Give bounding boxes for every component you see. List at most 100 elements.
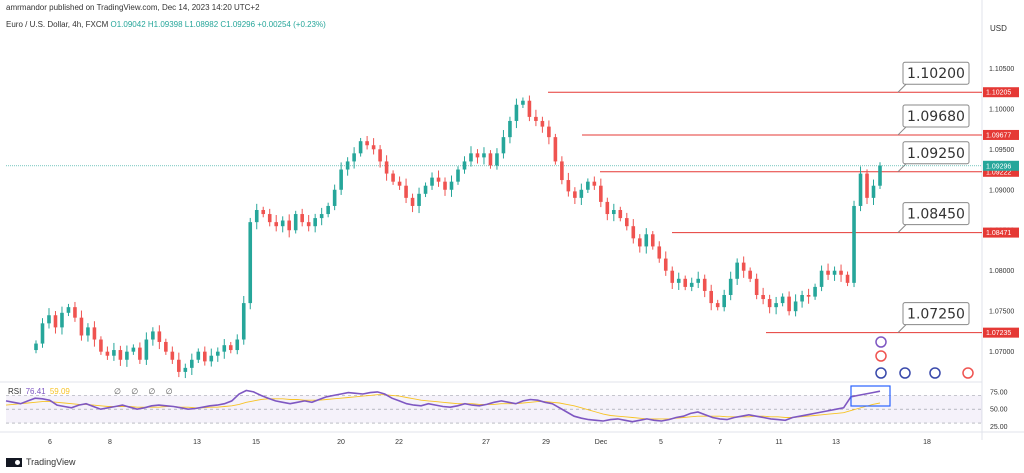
candle [352,153,356,162]
candle [573,191,577,198]
candle [865,173,869,198]
candle [203,351,207,362]
current-price-tag-text: 1.09296 [986,163,1011,170]
publisher-line: amrmandor published on TradingView.com, … [6,3,260,12]
candle [443,181,447,190]
candle [741,262,746,271]
candle [456,169,460,182]
candle [404,185,408,198]
candle [378,149,382,162]
candle [138,347,142,360]
candle [858,173,863,206]
candle [306,222,311,227]
candle [423,185,428,194]
candle [40,323,45,344]
level-price-tag [983,129,1019,140]
event-icon[interactable] [899,367,911,379]
candle [722,295,726,308]
candle [248,222,253,304]
rsi-tick-label: 50.00 [990,407,1008,414]
time-tick-label: 8 [108,439,112,446]
rsi-line [5,389,881,423]
level-callout[interactable] [902,61,970,85]
candle [384,161,389,174]
candle [339,169,343,190]
candle [280,220,285,227]
level-price-tag-text: 1.09677 [986,132,1011,139]
time-tick-label: 29 [542,439,550,446]
candle [702,278,707,291]
candle [800,295,804,302]
candle [274,222,279,227]
candle [599,185,603,202]
candle [618,210,623,219]
candle [625,218,629,227]
candle [319,214,324,219]
candle [365,141,369,146]
candle [177,359,181,372]
candle [670,270,675,283]
candle [534,116,538,121]
candle [826,270,830,275]
event-icon[interactable] [875,367,887,379]
price-tick-label: 1.10500 [989,66,1014,73]
candle [871,185,876,198]
candle [241,303,246,340]
candle [436,177,441,182]
candle [696,278,701,283]
flag-event-icon[interactable] [875,350,887,362]
time-tick-label: 18 [923,439,931,446]
level-price-tag-text: 1.10205 [986,90,1011,97]
level-price-tag [983,327,1019,338]
rsi-tick-label: 25.00 [990,424,1008,431]
candle [183,367,188,372]
candle [391,173,395,182]
candle [501,137,506,154]
price-tick-label: 1.08000 [989,268,1014,275]
current-price-tag [983,160,1019,171]
candle [683,278,688,287]
candle [637,238,642,247]
candle [228,345,233,351]
candle [371,145,376,150]
time-tick-label: 11 [775,439,782,446]
level-callout[interactable] [902,104,970,128]
candle [761,295,765,300]
candle [112,350,116,356]
candle [358,141,363,154]
lightning-event-icon[interactable] [875,336,887,348]
candle [774,303,778,308]
rsi-tick-label: 75.00 [990,389,1008,396]
level-callout[interactable] [902,202,970,226]
rsi-name: RSI [8,387,22,396]
level-callout[interactable] [902,302,970,326]
time-tick-label: 5 [659,439,663,446]
candle [592,181,597,186]
candle [469,153,473,162]
candle [131,347,136,352]
candle [164,341,168,352]
candle [832,270,837,275]
flag-event-icon[interactable] [962,367,974,379]
candle [53,315,58,328]
candle [754,278,759,295]
rsi-value: 76.41 [25,387,46,396]
currency-label[interactable]: USD [990,24,1007,33]
candle [449,181,454,190]
rsi-legend: RSI 76.41 59.09 [8,387,70,396]
candle [235,339,240,351]
level-callout[interactable] [902,141,970,165]
candle [430,177,434,186]
candle [34,343,38,351]
candle [151,331,155,340]
candle [287,220,291,231]
level-price-tag-text: 1.08471 [986,230,1011,237]
candle [735,262,739,279]
time-tick-label: Dec [595,439,608,446]
level-price-tag [983,87,1019,98]
candle [547,126,551,138]
time-tick-label: 20 [337,439,345,446]
candle [99,339,103,352]
event-icon[interactable] [929,367,941,379]
